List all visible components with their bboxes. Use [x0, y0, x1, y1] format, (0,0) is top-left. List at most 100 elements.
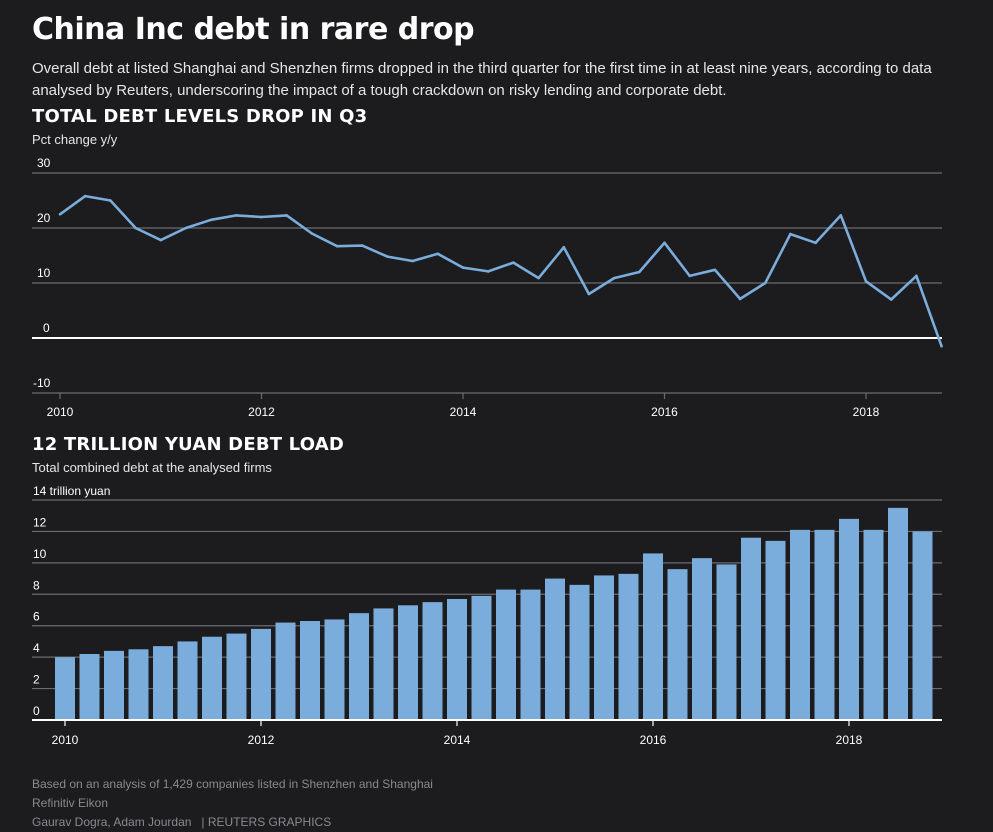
x-tick-label: 2018: [853, 405, 880, 419]
data-point: [335, 244, 339, 248]
data-point: [763, 281, 767, 285]
data-point: [889, 298, 893, 301]
bar: [373, 608, 394, 720]
y-tick-label: 20: [37, 211, 51, 225]
data-point: [587, 292, 591, 296]
bar: [128, 649, 149, 720]
footer-note: Based on an analysis of 1,429 companies …: [32, 777, 433, 791]
data-point: [83, 194, 87, 198]
bar: [790, 529, 810, 720]
bar-chart: 14 trillion yuan 12 10 8 6 4 2 0 2010 2012 2014 201…: [32, 484, 942, 747]
data-point: [109, 199, 112, 202]
y-tick-label: 14 trillion yuan: [33, 484, 110, 498]
data-point: [285, 214, 288, 217]
line-chart-subtitle: Pct change y/y: [32, 132, 118, 147]
bar: [839, 518, 859, 720]
bar: [153, 646, 173, 720]
data-point: [789, 232, 792, 236]
bar: [912, 531, 933, 720]
bar: [594, 575, 614, 720]
bar: [667, 569, 688, 720]
footer-credit: | REUTERS GRAPHICS: [201, 815, 332, 829]
data-point: [360, 244, 364, 247]
data-point: [537, 276, 540, 280]
bar: [349, 613, 369, 720]
bar: [422, 602, 443, 720]
data-point: [411, 259, 414, 263]
data-point: [159, 238, 163, 242]
data-point: [310, 232, 314, 235]
data-point: [864, 280, 868, 283]
bar: [79, 654, 100, 720]
bar: [300, 621, 320, 720]
bar: [545, 578, 565, 720]
data-point: [688, 274, 691, 278]
bar: [520, 589, 541, 720]
bar: [202, 636, 222, 720]
bar: [496, 589, 516, 720]
x-tick-label: 2016: [640, 733, 667, 747]
data-point: [58, 212, 62, 216]
footer-authors: Gaurav Dogra, Adam Jourdan: [32, 815, 192, 829]
x-tick-label: 2012: [248, 733, 275, 747]
bar: [741, 537, 761, 720]
data-point: [209, 218, 213, 222]
y-tick-label: 0: [33, 704, 40, 718]
bar-chart-subtitle: Total combined debt at the analysed firm…: [32, 460, 272, 475]
data-point: [940, 344, 943, 348]
footer: Based on an analysis of 1,429 companies …: [32, 775, 433, 832]
x-tick-label: 2014: [450, 405, 477, 419]
y-tick-label: 12: [33, 515, 47, 529]
data-point: [436, 252, 440, 256]
bar: [324, 619, 345, 720]
x-tick-label: 2014: [444, 733, 471, 747]
headline: China Inc debt in rare drop: [32, 12, 475, 47]
data-point: [235, 214, 238, 217]
bar: [618, 573, 639, 720]
bar: [814, 529, 835, 720]
bar: [251, 628, 271, 720]
x-tick-label: 2012: [248, 405, 275, 419]
data-point: [638, 270, 641, 274]
bar: [226, 633, 247, 720]
data-point: [486, 270, 490, 273]
bar-chart-title: 12 TRILLION YUAN DEBT LOAD: [32, 434, 344, 455]
bar: [275, 622, 296, 720]
x-tick-label: 2010: [47, 405, 74, 419]
bar: [643, 553, 663, 720]
y-tick-label: 10: [37, 266, 51, 280]
x-tick-label: 2010: [52, 733, 79, 747]
data-point: [738, 297, 742, 301]
bar: [104, 650, 124, 720]
bar: [765, 540, 786, 720]
x-tick-label: 2018: [836, 733, 863, 747]
bar: [716, 564, 737, 720]
bar: [398, 605, 418, 720]
bar: [447, 599, 467, 720]
bar: [55, 657, 75, 720]
bar: [471, 595, 492, 720]
intro-text: Overall debt at listed Shanghai and Shen…: [32, 60, 932, 99]
data-point: [562, 245, 566, 249]
series-line: [59, 194, 943, 347]
data-point: [612, 276, 616, 280]
data-point: [184, 226, 188, 230]
y-tick-label: 2: [33, 673, 40, 687]
line-chart-title: TOTAL DEBT LEVELS DROP IN Q3: [32, 106, 368, 127]
y-tick-label: 0: [43, 321, 50, 335]
data-point: [839, 214, 843, 217]
bar: [692, 558, 712, 720]
footer-source: Refinitiv Eikon: [32, 796, 109, 810]
data-point: [663, 241, 666, 245]
bar: [888, 507, 908, 720]
data-point: [461, 266, 465, 269]
bar: [177, 641, 198, 720]
y-tick-label: -10: [33, 376, 51, 390]
bar: [863, 529, 884, 720]
data-point: [915, 274, 918, 278]
data-point: [713, 268, 717, 272]
data-point: [386, 255, 389, 258]
data-point: [134, 226, 137, 230]
y-tick-label: 30: [37, 156, 51, 170]
